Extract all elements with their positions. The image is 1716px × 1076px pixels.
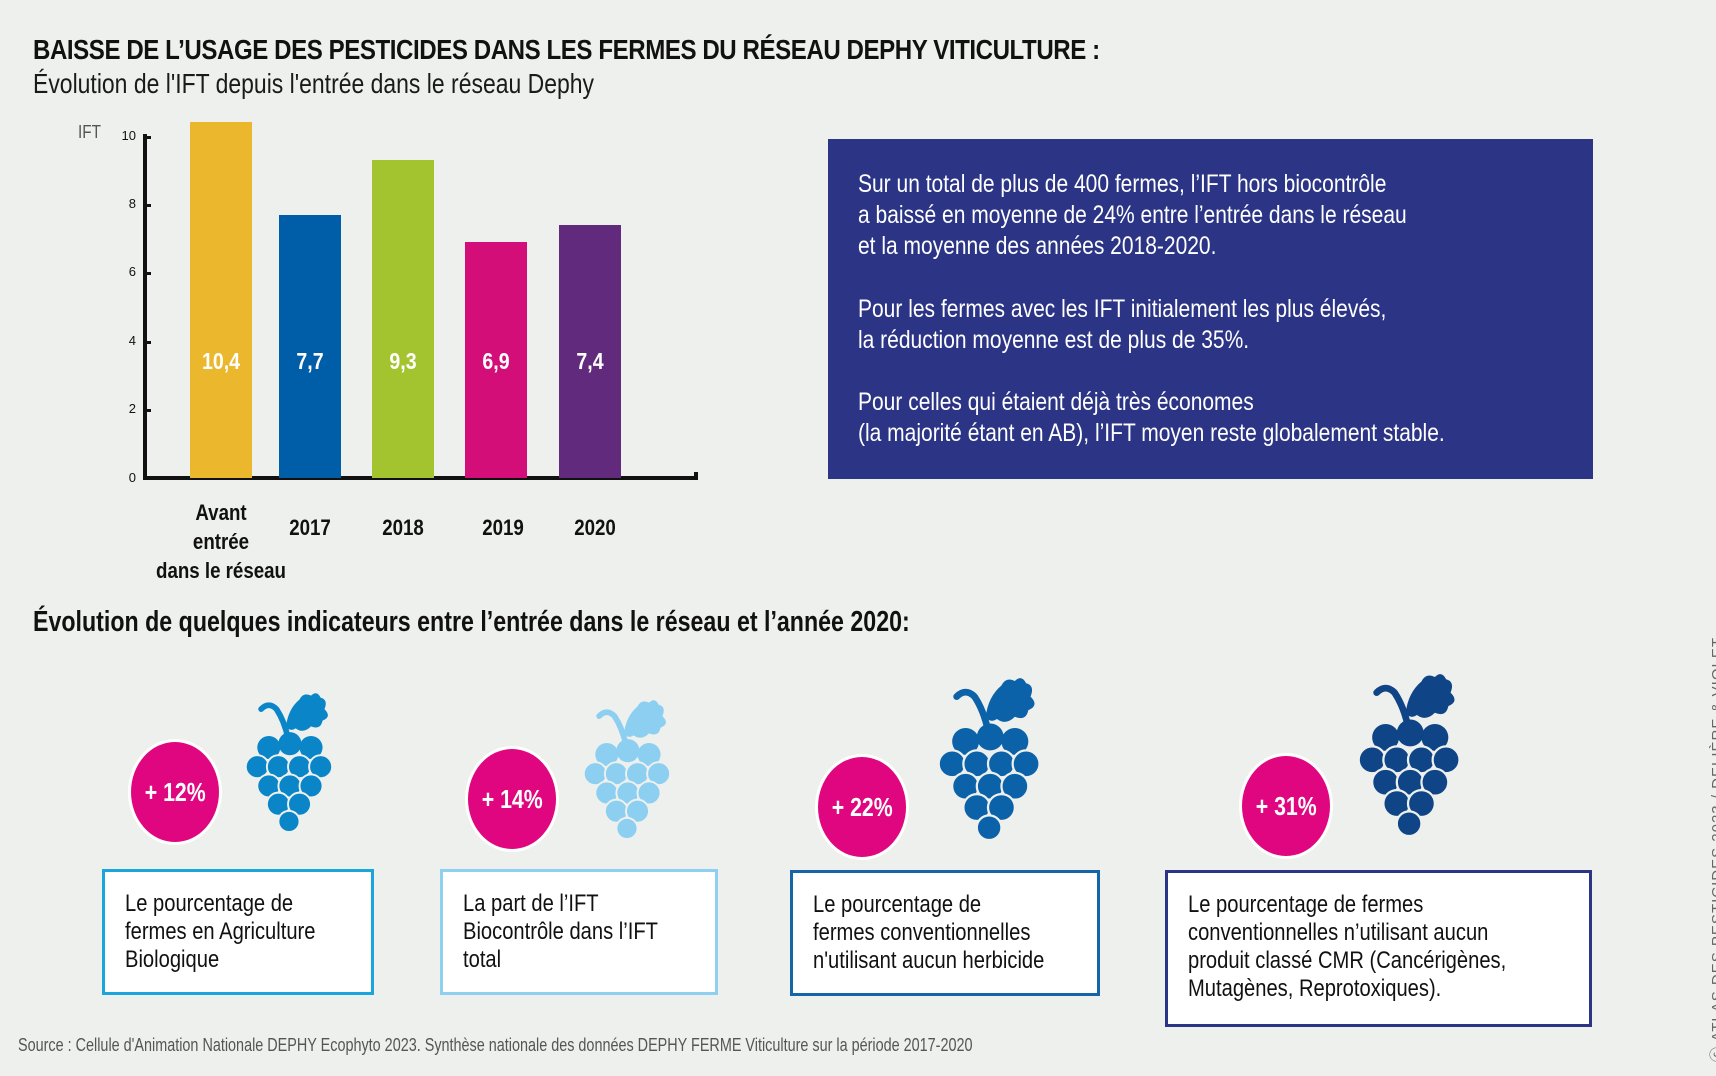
grape-icon [578, 695, 674, 839]
indicator-card: La part de l’IFT Biocontrôle dans l’IFT … [440, 869, 718, 995]
indicator-card: Le pourcentage de fermes en Agriculture … [102, 869, 374, 995]
card-line: Le pourcentage de fermes [1188, 891, 1424, 918]
bar: 7,7 [279, 214, 341, 478]
summary-box: Sur un total de plus de 400 fermes, l’IF… [828, 139, 1593, 479]
indicator-badge: + 31% [1242, 756, 1330, 856]
card-line: fermes en Agriculture [125, 918, 316, 945]
category-label: 2017 [289, 515, 331, 540]
card-line: Biologique [125, 946, 220, 973]
y-axis-label: IFT [78, 122, 101, 142]
indicator-card: Le pourcentage de fermes conventionnelle… [1165, 870, 1592, 1027]
bar-value-label: 10,4 [201, 347, 241, 374]
bar-value-label: 7,7 [296, 347, 324, 374]
card-line: Le pourcentage de [813, 891, 982, 918]
summary-line: Pour celles qui étaient déjà très économ… [858, 388, 1254, 416]
y-tick [143, 272, 151, 275]
y-tick-label: 8 [128, 196, 136, 211]
indicator-description: La part de l’IFT Biocontrôle dans l’IFT … [463, 890, 658, 974]
bar: 9,3 [372, 159, 434, 478]
y-tick-label: 6 [128, 264, 136, 279]
y-tick [143, 204, 151, 207]
card-line: Le pourcentage de [125, 890, 294, 917]
summary-line: a baissé en moyenne de 24% entre l’entré… [858, 201, 1407, 229]
summary-paragraph-1: Sur un total de plus de 400 fermes, l’IF… [858, 169, 1407, 262]
category-label: 2019 [482, 515, 524, 540]
indicator-description: Le pourcentage de fermes conventionnelle… [813, 891, 1044, 975]
category-label: 2020 [574, 515, 616, 540]
y-tick-label: 2 [128, 401, 136, 416]
grape-icon [1352, 660, 1464, 844]
summary-line: (la majorité étant en AB), l’IFT moyen r… [858, 419, 1445, 447]
indicator-description: Le pourcentage de fermes conventionnelle… [1188, 891, 1506, 1003]
x-axis-end-tick [694, 472, 698, 480]
category-label-line: entrée [192, 529, 250, 554]
indicator-value: + 12% [144, 776, 206, 807]
card-line: La part de l’IFT [463, 890, 599, 917]
bar: 7,4 [559, 224, 621, 478]
indicator-badge: + 22% [818, 757, 906, 857]
y-tick-label: 4 [128, 333, 136, 348]
indicator-description: Le pourcentage de fermes en Agriculture … [125, 890, 315, 974]
y-tick [143, 341, 151, 344]
summary-line: la réduction moyenne est de plus de 35%. [858, 326, 1250, 354]
bar-value-label: 9,3 [389, 347, 417, 374]
category-label-line: Avant [195, 500, 247, 525]
source-note: Source : Cellule d'Animation Nationale D… [18, 1035, 973, 1055]
y-tick [143, 409, 151, 412]
grape-icon [932, 668, 1044, 844]
indicator-value: + 22% [831, 791, 893, 822]
category-label: 2018 [382, 515, 424, 540]
category-label-line: dans le réseau [156, 558, 286, 583]
card-line: Biocontrôle dans l’IFT [463, 918, 658, 945]
bar-value-label: 6,9 [482, 347, 510, 374]
indicator-badge: + 12% [131, 742, 219, 842]
card-line: n'utilisant aucun herbicide [813, 947, 1045, 974]
bar-value-label: 7,4 [576, 347, 604, 374]
bar: 6,9 [465, 242, 527, 478]
y-tick-label: 0 [128, 470, 136, 485]
card-line: Mutagènes, Reprotoxiques). [1188, 975, 1442, 1002]
y-axis [143, 134, 147, 480]
y-tick [143, 136, 151, 139]
card-line: produit classé CMR (Cancérigènes, [1188, 947, 1507, 974]
grape-icon [240, 688, 336, 832]
card-line: conventionnelles n’utilisant aucun [1188, 919, 1489, 946]
card-line: fermes conventionnelles [813, 919, 1031, 946]
card-line: total [463, 946, 502, 973]
page-title: BAISSE DE L’USAGE DES PESTICIDES DANS LE… [33, 34, 1100, 65]
indicator-card: Le pourcentage de fermes conventionnelle… [790, 870, 1100, 996]
summary-line: Pour les fermes avec les IFT initialemen… [858, 295, 1387, 323]
summary-paragraph-3: Pour celles qui étaient déjà très économ… [858, 387, 1445, 449]
indicator-value: + 14% [481, 783, 543, 814]
indicators-title: Évolution de quelques indicateurs entre … [33, 606, 910, 638]
indicator-badge: + 14% [468, 749, 556, 849]
summary-line: et la moyenne des années 2018-2020. [858, 232, 1217, 260]
credit-note: ⓒ ATLAS DES PESTICIDES 2023 / DELIÈRE & … [1709, 636, 1716, 1062]
x-axis [143, 476, 698, 480]
chart-subtitle: Évolution de l'IFT depuis l'entrée dans … [33, 68, 594, 99]
bar: 10,4 [190, 122, 252, 478]
indicator-value: + 31% [1255, 790, 1317, 821]
summary-paragraph-2: Pour les fermes avec les IFT initialemen… [858, 294, 1386, 356]
summary-line: Sur un total de plus de 400 fermes, l’IF… [858, 170, 1387, 198]
y-tick-label: 10 [121, 128, 136, 143]
category-label: Avant entrée dans le réseau [153, 498, 289, 585]
